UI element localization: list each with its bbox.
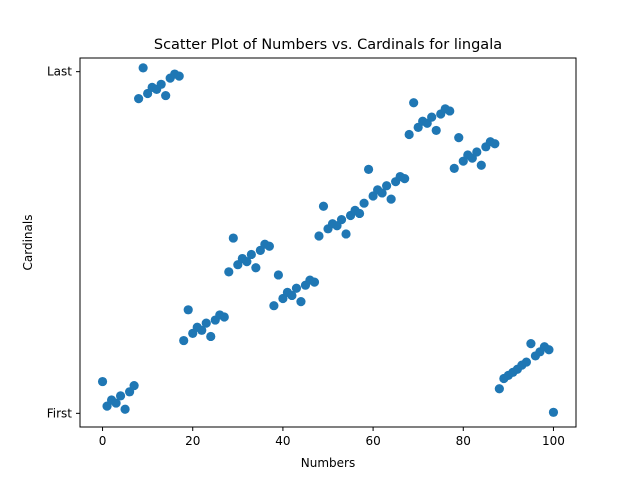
- data-point: [359, 198, 369, 208]
- x-tick-label: 60: [365, 434, 380, 448]
- data-point: [386, 194, 396, 204]
- data-point: [409, 98, 419, 108]
- data-point: [400, 174, 410, 184]
- data-point: [449, 163, 459, 173]
- data-point: [242, 257, 252, 267]
- x-axis-label: Numbers: [301, 456, 355, 470]
- data-point: [246, 249, 256, 260]
- data-point: [309, 277, 320, 287]
- y-axis-label: Cardinals: [21, 215, 35, 271]
- x-axis: 0 20 40 60 80 100: [99, 427, 565, 448]
- data-point: [363, 164, 374, 174]
- data-point: [521, 357, 532, 367]
- data-point: [174, 71, 184, 81]
- data-point: [472, 147, 482, 157]
- data-point: [224, 267, 234, 277]
- data-point: [138, 63, 148, 73]
- data-point: [219, 312, 229, 322]
- data-point: [354, 208, 365, 219]
- data-point: [318, 201, 329, 211]
- data-point: [206, 331, 216, 342]
- data-point: [120, 404, 130, 414]
- data-point: [526, 339, 536, 349]
- data-point: [490, 139, 500, 149]
- data-point: [111, 398, 121, 408]
- data-point: [97, 376, 108, 387]
- y-axis: First Last: [47, 65, 80, 420]
- data-point: [336, 215, 347, 225]
- data-point: [251, 263, 261, 273]
- data-point: [314, 231, 324, 241]
- data-point: [291, 283, 302, 293]
- x-tick-label: 40: [275, 434, 290, 448]
- data-point: [548, 407, 559, 417]
- data-point: [228, 233, 238, 243]
- data-point: [404, 129, 414, 140]
- data-point: [183, 305, 193, 315]
- y-tick-label: First: [47, 406, 73, 420]
- data-points: [97, 63, 559, 417]
- x-tick-label: 20: [185, 434, 200, 448]
- y-tick-label: Last: [47, 65, 72, 79]
- data-point: [129, 381, 139, 391]
- data-point: [431, 125, 441, 136]
- data-point: [494, 384, 504, 394]
- data-point: [201, 318, 211, 328]
- data-point: [115, 391, 126, 401]
- data-point: [296, 297, 306, 307]
- data-point: [264, 241, 274, 251]
- data-point: [179, 335, 189, 346]
- data-point: [382, 181, 392, 191]
- data-point: [156, 79, 166, 89]
- data-point: [287, 290, 297, 301]
- plot-area-frame: [79, 57, 577, 428]
- data-point: [544, 345, 554, 355]
- data-point: [269, 301, 279, 311]
- x-tick-label: 80: [456, 434, 471, 448]
- data-point: [377, 188, 387, 198]
- x-tick-label: 0: [99, 434, 107, 448]
- chart-title: Scatter Plot of Numbers vs. Cardinals fo…: [154, 37, 502, 53]
- data-point: [427, 112, 437, 122]
- data-point: [476, 160, 486, 170]
- data-point: [454, 133, 464, 143]
- data-point: [341, 229, 351, 239]
- data-point: [445, 106, 455, 116]
- data-point: [161, 90, 171, 101]
- data-point: [197, 325, 207, 335]
- x-tick-label: 100: [542, 434, 565, 448]
- data-point: [273, 270, 283, 280]
- data-point: [134, 94, 144, 104]
